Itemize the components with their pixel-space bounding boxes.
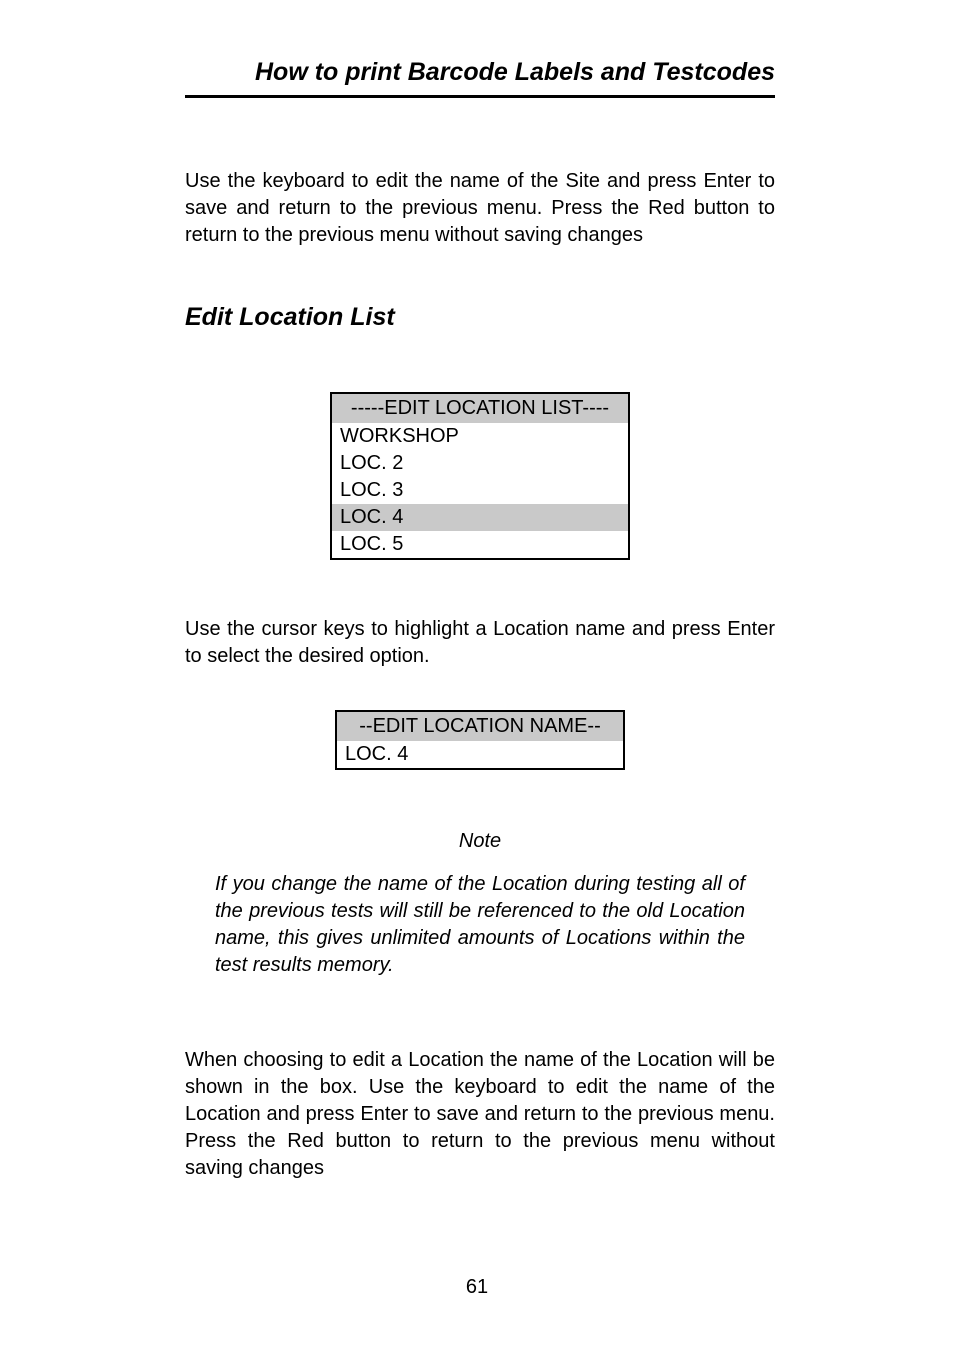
list-item: LOC. 2 xyxy=(332,450,628,477)
edit-location-name-screen: --EDIT LOCATION NAME-- LOC. 4 xyxy=(335,710,625,770)
list-item: LOC. 5 xyxy=(332,531,628,558)
header-rule xyxy=(185,95,775,98)
list-item: WORKSHOP xyxy=(332,423,628,450)
edit-location-list-screen: -----EDIT LOCATION LIST---- WORKSHOP LOC… xyxy=(330,392,630,560)
closing-paragraph: When choosing to edit a Location the nam… xyxy=(185,1047,775,1182)
mid-paragraph: Use the cursor keys to highlight a Locat… xyxy=(185,616,775,670)
note-label: Note xyxy=(185,830,775,853)
note-body: If you change the name of the Location d… xyxy=(185,871,775,979)
location-name-value: LOC. 4 xyxy=(337,741,623,768)
page-header: How to print Barcode Labels and Testcode… xyxy=(185,58,775,95)
list-item-selected: LOC. 4 xyxy=(332,504,628,531)
screen-title: -----EDIT LOCATION LIST---- xyxy=(332,394,628,423)
page-number: 61 xyxy=(0,1276,954,1299)
section-heading: Edit Location List xyxy=(185,303,775,332)
intro-paragraph: Use the keyboard to edit the name of the… xyxy=(185,168,775,249)
screen-title: --EDIT LOCATION NAME-- xyxy=(337,712,623,741)
list-item: LOC. 3 xyxy=(332,477,628,504)
